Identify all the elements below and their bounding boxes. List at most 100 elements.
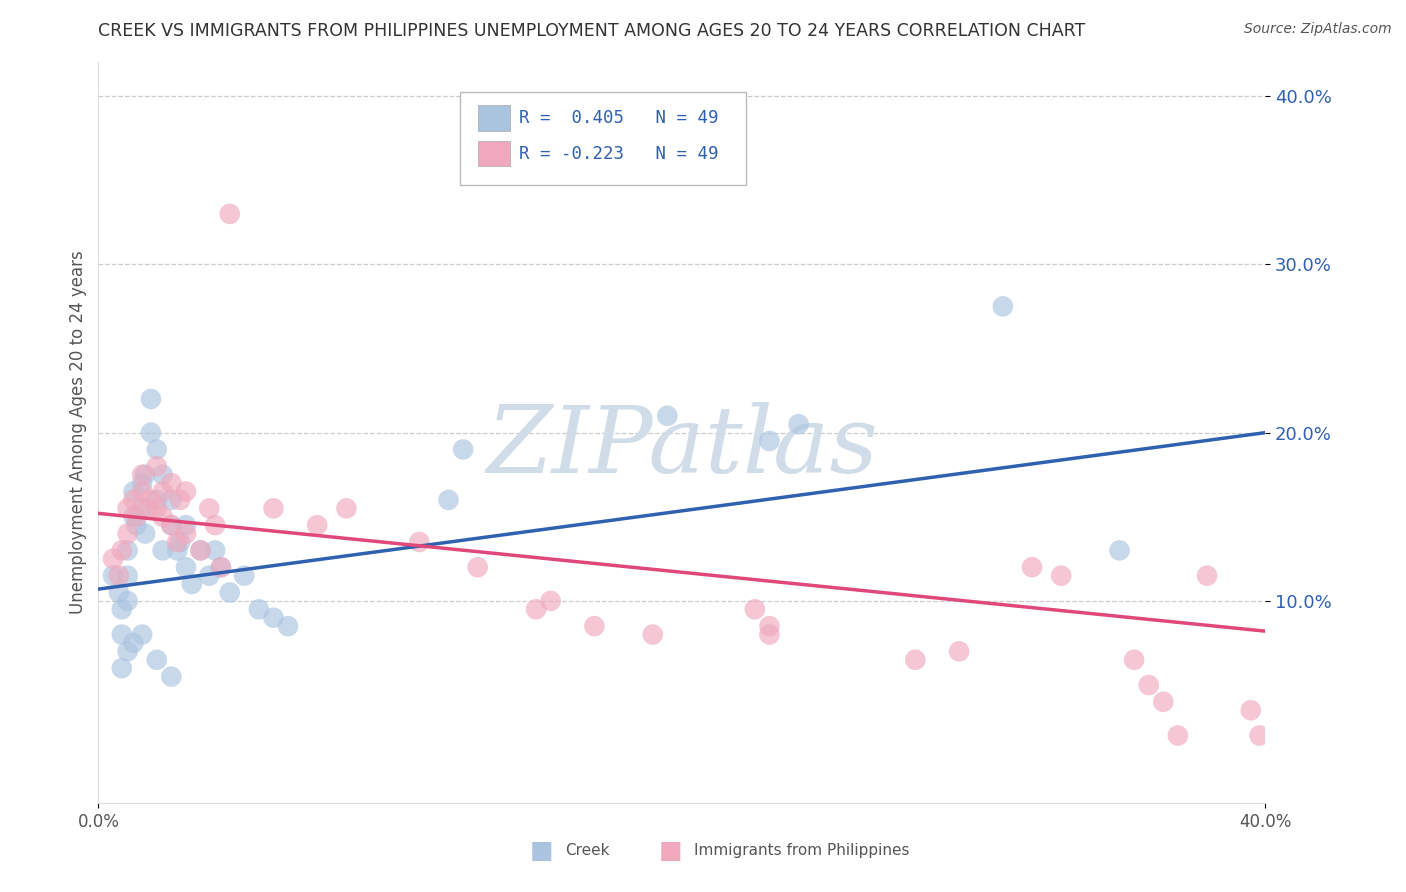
Point: [641, 627, 664, 641]
Point: [437, 492, 460, 507]
Point: [247, 602, 270, 616]
Point: [1123, 653, 1146, 667]
Point: [131, 476, 153, 491]
FancyBboxPatch shape: [460, 92, 747, 185]
Point: [131, 501, 153, 516]
Point: [540, 594, 562, 608]
Point: [111, 543, 134, 558]
Point: [117, 501, 139, 516]
Text: Immigrants from Philippines: Immigrants from Philippines: [693, 844, 910, 858]
FancyBboxPatch shape: [478, 105, 510, 131]
Point: [146, 501, 169, 516]
Point: [657, 409, 679, 423]
Point: [1240, 703, 1263, 717]
Point: [134, 526, 156, 541]
Point: [408, 535, 430, 549]
Point: [139, 425, 162, 440]
Point: [131, 484, 153, 499]
Point: [1137, 678, 1160, 692]
Point: [1167, 729, 1189, 743]
Point: [204, 518, 226, 533]
Point: [111, 627, 134, 641]
Point: [146, 442, 169, 457]
Point: [758, 619, 780, 633]
Point: [146, 653, 169, 667]
Point: [1195, 568, 1218, 582]
Point: [101, 568, 124, 582]
Point: [209, 560, 232, 574]
Point: [991, 300, 1014, 314]
Point: [166, 535, 188, 549]
Point: [139, 492, 162, 507]
Point: [117, 526, 139, 541]
Point: [190, 543, 212, 558]
Point: [467, 560, 489, 574]
Point: [152, 509, 174, 524]
Point: [139, 392, 162, 406]
Point: [136, 501, 159, 516]
Point: [131, 627, 153, 641]
Point: [169, 492, 191, 507]
Point: [744, 602, 766, 616]
Point: [152, 543, 174, 558]
Point: [758, 434, 780, 448]
Point: [108, 585, 131, 599]
Point: [262, 610, 284, 624]
Point: [307, 518, 329, 533]
Point: [122, 492, 145, 507]
Point: [218, 207, 240, 221]
Point: [125, 509, 148, 524]
Point: [117, 568, 139, 582]
Point: [146, 492, 169, 507]
Point: [174, 526, 197, 541]
Point: [122, 636, 145, 650]
Point: [204, 543, 226, 558]
Point: [152, 484, 174, 499]
Point: [190, 543, 212, 558]
Point: [233, 568, 256, 582]
Point: [111, 602, 134, 616]
Point: [134, 467, 156, 482]
Point: [1050, 568, 1073, 582]
Point: [451, 442, 474, 457]
Point: [218, 585, 240, 599]
Point: [101, 551, 124, 566]
Point: [166, 543, 188, 558]
Point: [174, 484, 197, 499]
Point: [122, 484, 145, 499]
Text: ZIPatlas: ZIPatlas: [486, 402, 877, 492]
Point: [152, 467, 174, 482]
Point: [174, 518, 197, 533]
Point: [160, 476, 183, 491]
Point: [1249, 729, 1271, 743]
Point: [198, 568, 221, 582]
FancyBboxPatch shape: [478, 141, 510, 167]
Point: [1108, 543, 1130, 558]
Point: [524, 602, 547, 616]
Point: [117, 594, 139, 608]
Point: [117, 543, 139, 558]
Point: [174, 560, 197, 574]
Point: [277, 619, 299, 633]
Point: [1021, 560, 1043, 574]
Point: [160, 518, 183, 533]
Point: [948, 644, 970, 658]
Point: [198, 501, 221, 516]
Point: [180, 577, 202, 591]
Text: R = -0.223   N = 49: R = -0.223 N = 49: [519, 145, 718, 162]
Point: [758, 627, 780, 641]
Point: [209, 560, 232, 574]
Point: [117, 644, 139, 658]
Point: [108, 568, 131, 582]
Point: [169, 535, 191, 549]
Point: [262, 501, 284, 516]
Point: [160, 518, 183, 533]
Point: [787, 417, 810, 432]
Text: ■: ■: [530, 838, 554, 863]
Y-axis label: Unemployment Among Ages 20 to 24 years: Unemployment Among Ages 20 to 24 years: [69, 251, 87, 615]
Text: CREEK VS IMMIGRANTS FROM PHILIPPINES UNEMPLOYMENT AMONG AGES 20 TO 24 YEARS CORR: CREEK VS IMMIGRANTS FROM PHILIPPINES UNE…: [98, 22, 1085, 40]
Point: [160, 492, 183, 507]
Point: [125, 518, 148, 533]
Point: [335, 501, 357, 516]
Point: [122, 509, 145, 524]
